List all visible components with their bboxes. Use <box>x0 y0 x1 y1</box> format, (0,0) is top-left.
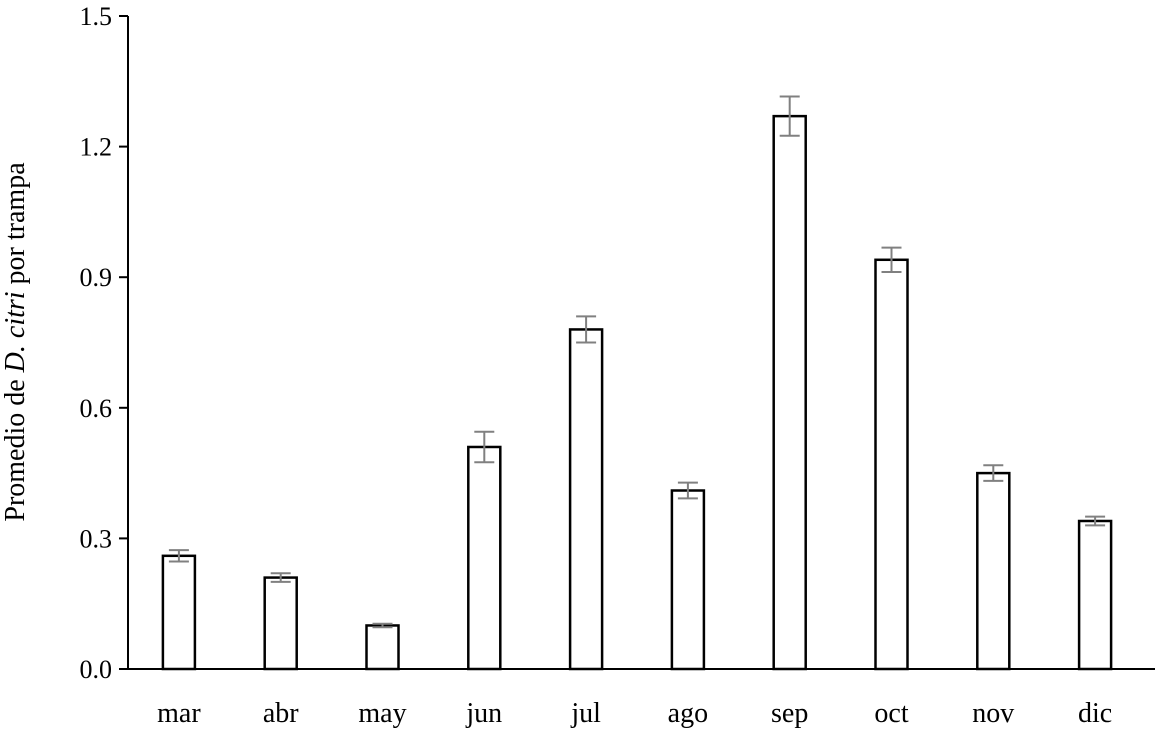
x-tick-label-ago: ago <box>668 698 708 729</box>
error-bar-oct <box>881 246 902 273</box>
x-axis-labels: mar abr may jun jul ago sep oct nov dic <box>157 698 1112 729</box>
error-bar-jul <box>576 315 597 344</box>
error-bar-dic <box>1085 515 1106 527</box>
error-bar-jun <box>474 430 495 464</box>
x-tick-label-mar: mar <box>157 698 201 729</box>
y-axis-title-species: D. citri <box>0 291 31 373</box>
x-tick-label-jun: jun <box>465 698 502 729</box>
y-tick-label: 0.0 <box>80 655 113 684</box>
error-bar-abr <box>270 572 291 583</box>
x-tick-label-dic: dic <box>1078 698 1112 729</box>
y-axis-ticks: 0.0 0.3 0.6 0.9 1.2 1.5 <box>80 2 128 684</box>
y-tick-label: 0.3 <box>80 524 113 553</box>
error-bars-group <box>168 95 1106 629</box>
error-bar-sep <box>779 95 800 137</box>
error-bar-ago <box>677 481 698 500</box>
error-bar-mar <box>168 549 189 563</box>
bar-nov <box>976 471 1011 671</box>
x-tick-label-may: may <box>358 698 406 729</box>
bar-mar <box>161 554 197 671</box>
x-tick-label-sep: sep <box>771 698 808 729</box>
error-bar-may <box>372 622 393 629</box>
bar-jun <box>467 445 502 671</box>
error-bar-nov <box>983 464 1004 482</box>
bars-group <box>161 114 1113 671</box>
x-tick-label-abr: abr <box>263 698 299 729</box>
x-tick-label-jul: jul <box>570 698 601 729</box>
bar-jul <box>568 328 604 671</box>
bar-dic <box>1077 519 1113 671</box>
bar-ago <box>670 489 706 671</box>
bar-sep <box>772 114 807 671</box>
y-axis-title-prefix: Promedio de <box>0 372 31 521</box>
y-tick-label: 1.5 <box>80 2 113 31</box>
y-tick-label: 0.6 <box>80 394 113 423</box>
bar-oct <box>874 258 909 671</box>
y-tick-label: 1.2 <box>80 133 113 162</box>
x-tick-label-oct: oct <box>874 698 908 729</box>
y-tick-label: 0.9 <box>80 263 113 292</box>
x-tick-label-nov: nov <box>972 698 1014 729</box>
bar-may <box>365 624 400 671</box>
y-axis-title-suffix: por trampa <box>0 162 31 292</box>
bar-abr <box>263 576 298 671</box>
y-axis-title: Promedio de D. citri por trampa <box>0 162 31 522</box>
